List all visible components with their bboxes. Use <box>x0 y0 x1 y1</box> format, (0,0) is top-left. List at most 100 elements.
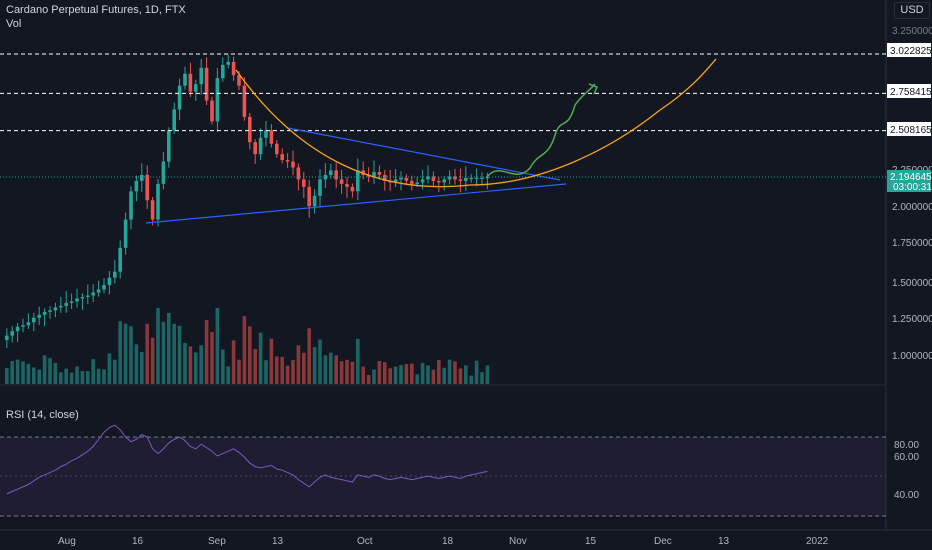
volume-bar <box>91 359 95 384</box>
candle-body <box>345 183 349 187</box>
candle-body <box>64 302 68 306</box>
volume-bar <box>75 366 79 384</box>
candle-body <box>469 177 473 179</box>
current-price-label: 2.194645 <box>890 172 932 183</box>
volume-bar <box>442 367 446 384</box>
candle-body <box>140 174 144 181</box>
volume-bar <box>318 339 322 384</box>
volume-bar <box>248 326 252 384</box>
candle-body <box>280 154 284 161</box>
candle-body <box>134 180 139 192</box>
candle-body <box>161 161 166 184</box>
volume-bar <box>350 361 355 384</box>
volume-bar <box>183 342 187 384</box>
candle-body <box>145 174 149 201</box>
volume-bar <box>312 347 317 384</box>
volume-bar <box>221 349 225 384</box>
candle-body <box>464 177 468 181</box>
volume-bar <box>188 346 193 384</box>
price-tick-top: 3.250000 <box>892 26 932 37</box>
volume-bar <box>366 375 371 384</box>
candle-body <box>21 325 25 327</box>
price-tick: 2.000000 <box>892 202 932 213</box>
price-tick: 1.750000 <box>892 238 932 249</box>
volume-bar <box>53 362 58 384</box>
volume-bar <box>15 359 20 384</box>
candle-body <box>458 179 463 181</box>
volume-bar <box>323 355 328 384</box>
candle-body <box>188 73 193 92</box>
rsi-tick: 80.00 <box>894 440 919 451</box>
level-label-bg <box>887 43 931 57</box>
volume-bar <box>469 375 473 384</box>
volume-bar <box>204 320 209 384</box>
candle-body <box>437 180 441 183</box>
volume-bar <box>393 366 398 384</box>
candle-body <box>296 167 301 180</box>
candle-body <box>415 182 419 184</box>
candle-body <box>86 295 90 297</box>
volume-bars <box>5 308 490 384</box>
volume-bar <box>264 360 268 384</box>
volume-bar <box>194 352 198 384</box>
candle-body <box>474 177 479 179</box>
volume-bar <box>199 345 203 384</box>
volume-bar <box>302 352 306 384</box>
volume-bar <box>64 368 68 384</box>
volume-bar <box>226 366 230 384</box>
price-tick: 1.500000 <box>892 278 932 289</box>
triangle-lower-trendline[interactable] <box>145 183 567 224</box>
candle-body <box>42 311 47 315</box>
time-tick: 18 <box>442 536 454 547</box>
level-label-bg <box>887 84 931 98</box>
candle-body <box>447 176 452 180</box>
volume-bar <box>420 362 425 384</box>
candle-body <box>361 170 365 175</box>
candle-body <box>393 179 398 183</box>
projection-path[interactable] <box>486 83 596 178</box>
volume-bar <box>464 365 468 384</box>
candle-body <box>53 307 58 311</box>
volume-bar <box>361 366 365 384</box>
rsi-label: RSI (14, close) <box>6 409 79 421</box>
volume-bar <box>447 359 452 384</box>
volume-bar <box>215 308 220 384</box>
candle-body <box>123 219 128 248</box>
volume-bar <box>404 364 409 384</box>
candle-body <box>480 177 484 179</box>
chart-title: Cardano Perpetual Futures, 1D, FTX <box>6 4 186 16</box>
volume-bar <box>210 331 214 384</box>
candle-body <box>215 78 220 122</box>
volume-bar <box>118 321 122 384</box>
candle-body <box>199 67 203 85</box>
candle-body <box>253 142 257 155</box>
volume-bar <box>37 369 41 384</box>
volume-bar <box>329 352 333 384</box>
candle-body <box>410 180 414 184</box>
volume-bar <box>32 367 36 384</box>
volume-bar <box>253 349 257 384</box>
candle-body <box>312 195 317 207</box>
volume-bar <box>150 337 155 384</box>
candle-body <box>334 170 338 180</box>
volume-bar <box>26 363 31 384</box>
volume-bar <box>453 361 457 384</box>
candle-body <box>194 84 198 92</box>
rsi-band <box>0 437 886 516</box>
candle-body <box>453 176 457 180</box>
time-tick: 15 <box>585 536 597 547</box>
candle-body <box>485 177 490 179</box>
volume-bar <box>410 363 414 384</box>
candle-body <box>107 277 112 286</box>
candle-body <box>118 247 122 272</box>
candle-body <box>226 61 230 65</box>
candle-body <box>15 326 20 332</box>
volume-bar <box>458 368 463 384</box>
currency-selector[interactable]: USD <box>894 2 930 19</box>
triangle-upper-trendline[interactable] <box>287 127 561 181</box>
volume-bar <box>69 372 74 384</box>
parabolic-curve[interactable] <box>235 58 717 188</box>
candle-body <box>258 137 263 155</box>
time-tick: 16 <box>132 536 144 547</box>
